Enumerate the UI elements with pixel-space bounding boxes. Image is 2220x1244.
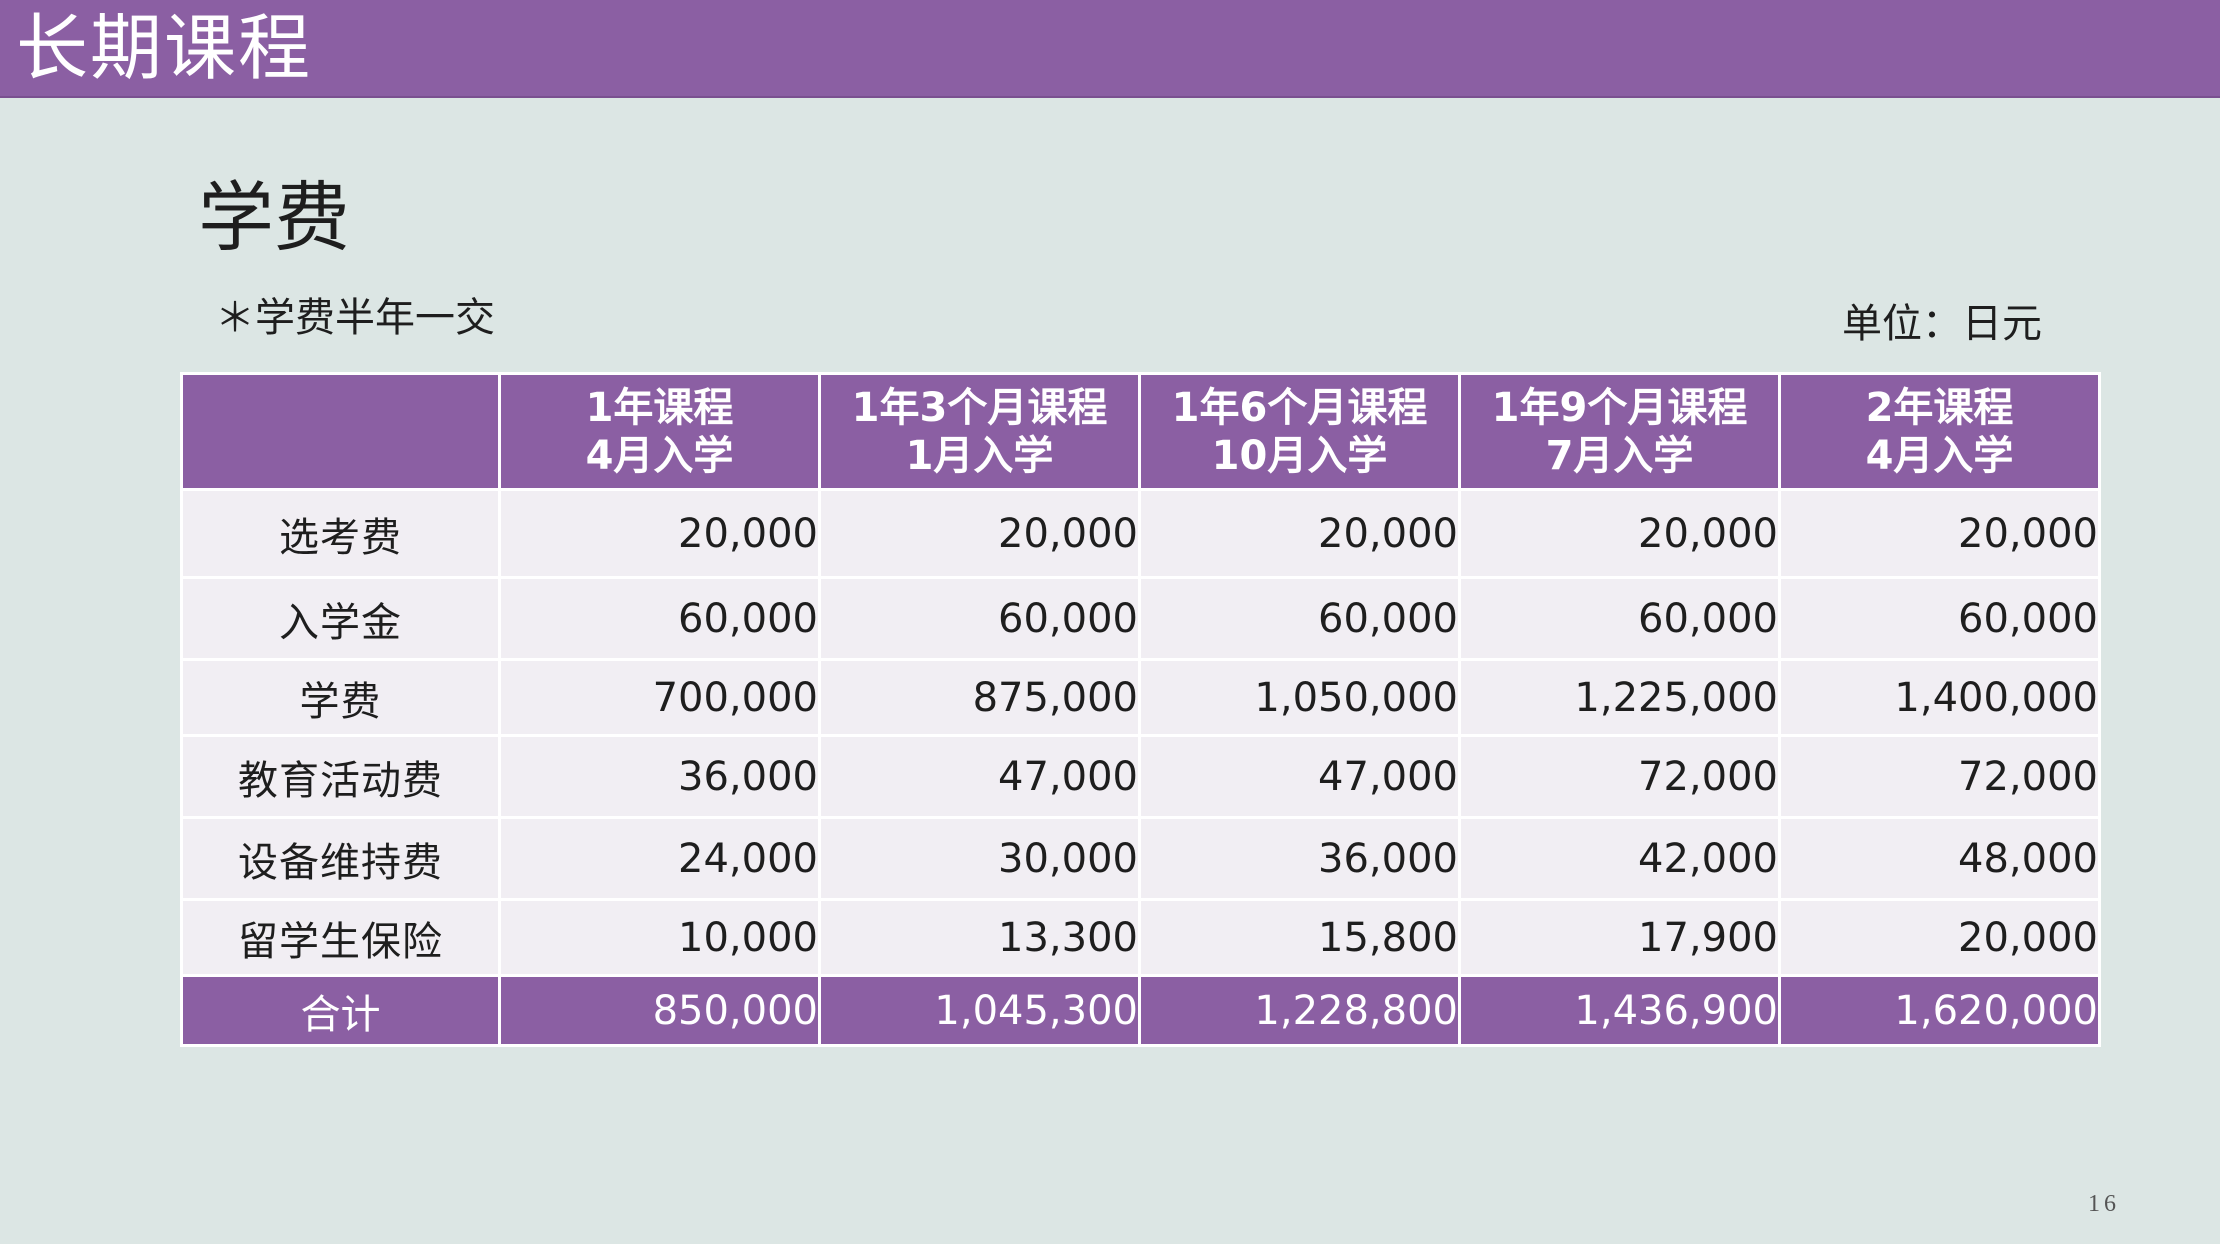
- fee-cell: 20,000: [1458, 488, 1781, 579]
- fee-cell: 20,000: [1778, 488, 2101, 579]
- fee-cell: 1,050,000: [1138, 658, 1461, 737]
- currency-unit: 单位：日元: [1842, 301, 2042, 347]
- fee-cell: 10,000: [498, 898, 821, 977]
- column-header: 1年课程 4月入学: [498, 372, 821, 491]
- fee-cell: 1,225,000: [1458, 658, 1781, 737]
- section-heading: 学费: [198, 173, 350, 262]
- enrollment-month: 7月入学: [1545, 432, 1694, 479]
- title-bar: 长期课程: [0, 0, 2220, 98]
- column-header: 1年6个月课程 10月入学: [1138, 372, 1461, 491]
- fee-cell: 48,000: [1778, 816, 2101, 901]
- fee-cell: 1,400,000: [1778, 658, 2101, 737]
- fee-cell: 700,000: [498, 658, 821, 737]
- total-cell: 1,436,900: [1458, 974, 1781, 1047]
- enrollment-month: 4月入学: [585, 432, 734, 479]
- fee-cell: 60,000: [818, 576, 1141, 661]
- column-header: 1年3个月课程 1月入学: [818, 372, 1141, 491]
- table-row: 选考费 20,000 20,000 20,000 20,000 20,000: [180, 488, 2101, 579]
- header-corner-cell: [180, 372, 501, 491]
- course-name: 1年课程: [585, 384, 734, 431]
- row-label: 设备维持费: [180, 816, 501, 901]
- row-label: 留学生保险: [180, 898, 501, 977]
- header-row: 1年课程 4月入学 1年3个月课程 1月入学 1年6个月课程 10月入学 1年9个月课…: [180, 372, 2101, 491]
- fee-cell: 20,000: [1778, 898, 2101, 977]
- fee-cell: 15,800: [1138, 898, 1461, 977]
- payment-note: ＊学费半年一交: [215, 295, 495, 341]
- fee-cell: 36,000: [498, 734, 821, 819]
- fee-cell: 17,900: [1458, 898, 1781, 977]
- enrollment-month: 1月入学: [905, 432, 1054, 479]
- fee-cell: 60,000: [498, 576, 821, 661]
- page-number: 16: [2088, 1191, 2120, 1217]
- page-title: 长期课程: [16, 6, 313, 90]
- total-cell: 850,000: [498, 974, 821, 1047]
- fee-cell: 42,000: [1458, 816, 1781, 901]
- fee-cell: 60,000: [1778, 576, 2101, 661]
- total-row: 合计 850,000 1,045,300 1,228,800 1,436,900…: [180, 974, 2101, 1047]
- fee-cell: 60,000: [1138, 576, 1461, 661]
- fee-cell: 47,000: [818, 734, 1141, 819]
- table-row: 留学生保险 10,000 13,300 15,800 17,900 20,000: [180, 898, 2101, 977]
- fee-cell: 36,000: [1138, 816, 1461, 901]
- table-row: 学费 700,000 875,000 1,050,000 1,225,000 1…: [180, 658, 2101, 737]
- column-header: 2年课程 4月入学: [1778, 372, 2101, 491]
- tuition-fee-table: 1年课程 4月入学 1年3个月课程 1月入学 1年6个月课程 10月入学 1年9个月课…: [180, 372, 2101, 1047]
- fee-cell: 30,000: [818, 816, 1141, 901]
- enrollment-month: 10月入学: [1211, 432, 1388, 479]
- table-header: 1年课程 4月入学 1年3个月课程 1月入学 1年6个月课程 10月入学 1年9个月课…: [180, 372, 2101, 491]
- fee-cell: 72,000: [1778, 734, 2101, 819]
- row-label: 教育活动费: [180, 734, 501, 819]
- table-row: 教育活动费 36,000 47,000 47,000 72,000 72,000: [180, 734, 2101, 819]
- table-row: 设备维持费 24,000 30,000 36,000 42,000 48,000: [180, 816, 2101, 901]
- course-name: 1年9个月课程: [1491, 384, 1748, 431]
- row-label: 入学金: [180, 576, 501, 661]
- fee-cell: 20,000: [498, 488, 821, 579]
- course-name: 1年3个月课程: [851, 384, 1108, 431]
- total-cell: 1,620,000: [1778, 974, 2101, 1047]
- total-label: 合计: [180, 974, 501, 1047]
- total-cell: 1,045,300: [818, 974, 1141, 1047]
- row-label: 学费: [180, 658, 501, 737]
- fee-cell: 20,000: [1138, 488, 1461, 579]
- column-header: 1年9个月课程 7月入学: [1458, 372, 1781, 491]
- fee-cell: 875,000: [818, 658, 1141, 737]
- course-name: 1年6个月课程: [1171, 384, 1428, 431]
- row-label: 选考费: [180, 488, 501, 579]
- fee-cell: 60,000: [1458, 576, 1781, 661]
- total-cell: 1,228,800: [1138, 974, 1461, 1047]
- fee-cell: 20,000: [818, 488, 1141, 579]
- fee-cell: 72,000: [1458, 734, 1781, 819]
- table-footer: 合计 850,000 1,045,300 1,228,800 1,436,900…: [180, 974, 2101, 1047]
- fee-cell: 13,300: [818, 898, 1141, 977]
- fee-cell: 24,000: [498, 816, 821, 901]
- fee-cell: 47,000: [1138, 734, 1461, 819]
- enrollment-month: 4月入学: [1865, 432, 2014, 479]
- course-name: 2年课程: [1865, 384, 2014, 431]
- table-row: 入学金 60,000 60,000 60,000 60,000 60,000: [180, 576, 2101, 661]
- table-body: 选考费 20,000 20,000 20,000 20,000 20,000 入…: [180, 488, 2101, 977]
